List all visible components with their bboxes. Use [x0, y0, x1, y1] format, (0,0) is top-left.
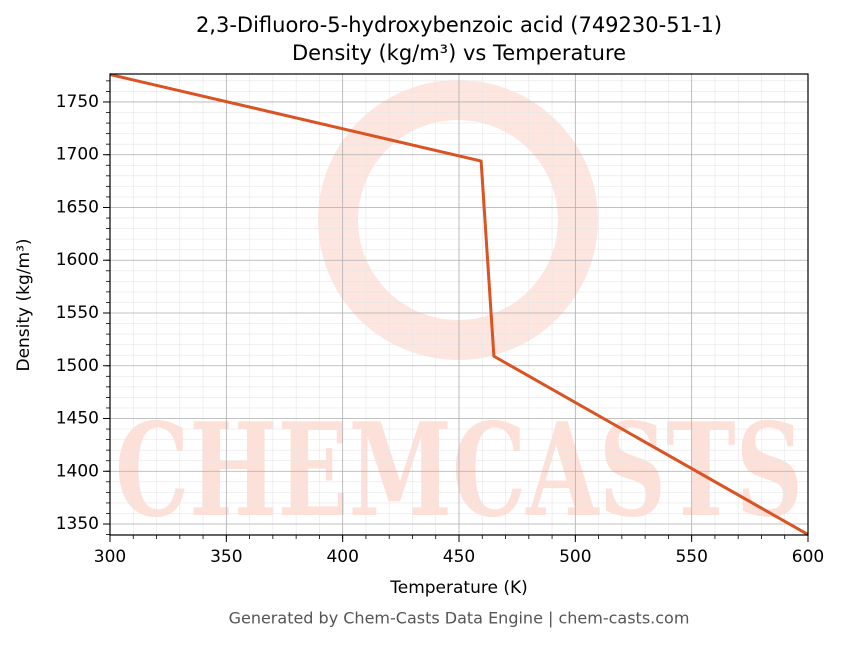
x-tick-label: 300 — [94, 547, 126, 567]
x-tick-label: 550 — [675, 547, 707, 567]
data-line — [109, 73, 809, 536]
y-tick-label: 1450 — [56, 409, 99, 429]
y-tick-label: 1600 — [56, 250, 99, 270]
x-tick-label: 600 — [792, 547, 824, 567]
footer: Generated by Chem-Casts Data Engine | ch… — [229, 609, 690, 628]
y-tick-label: 1500 — [56, 356, 99, 376]
chart-title: 2,3-Difluoro-5-hydroxybenzoic acid (7492… — [196, 13, 722, 37]
watermark-logo — [318, 80, 598, 360]
plot-frame — [109, 73, 809, 536]
chart-subtitle: Density (kg/m³) vs Temperature — [292, 41, 626, 65]
y-tick-label: 1350 — [56, 514, 99, 534]
x-tick-label: 350 — [210, 547, 242, 567]
x-tick-label: 400 — [326, 547, 358, 567]
y-tick-label: 1550 — [56, 303, 99, 323]
y-tick-label: 1700 — [56, 145, 99, 165]
x-tick-label: 500 — [559, 547, 591, 567]
y-tick-label: 1750 — [56, 92, 99, 112]
y-axis-label: Density (kg/m³) — [14, 238, 34, 371]
x-axis-label: Temperature (K) — [389, 578, 528, 598]
y-tick-label: 1650 — [56, 197, 99, 217]
y-tick-label: 1400 — [56, 461, 99, 481]
x-tick-label: 450 — [443, 547, 475, 567]
